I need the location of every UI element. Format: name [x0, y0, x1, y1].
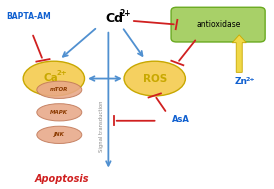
Text: 2+: 2+ [246, 77, 255, 82]
Text: Cd: Cd [106, 12, 124, 25]
FancyArrow shape [232, 35, 246, 72]
Text: Apoptosis: Apoptosis [35, 174, 89, 184]
Text: Ca: Ca [43, 73, 58, 83]
Text: 2+: 2+ [119, 9, 131, 18]
Text: Zn: Zn [235, 77, 248, 86]
Text: JNK: JNK [54, 132, 65, 137]
Ellipse shape [37, 126, 82, 143]
Text: 2+: 2+ [56, 70, 67, 77]
Text: MAPK: MAPK [50, 110, 68, 115]
Ellipse shape [37, 104, 82, 121]
Text: AsA: AsA [172, 115, 190, 124]
Text: BAPTA-AM: BAPTA-AM [6, 12, 51, 21]
Text: antioxidase: antioxidase [196, 20, 240, 29]
Text: Signal transduction: Signal transduction [99, 101, 104, 152]
Text: ROS: ROS [142, 74, 167, 84]
Text: mTOR: mTOR [50, 87, 68, 92]
Ellipse shape [124, 61, 185, 96]
FancyBboxPatch shape [171, 7, 265, 42]
Ellipse shape [23, 61, 84, 96]
Ellipse shape [37, 81, 82, 98]
